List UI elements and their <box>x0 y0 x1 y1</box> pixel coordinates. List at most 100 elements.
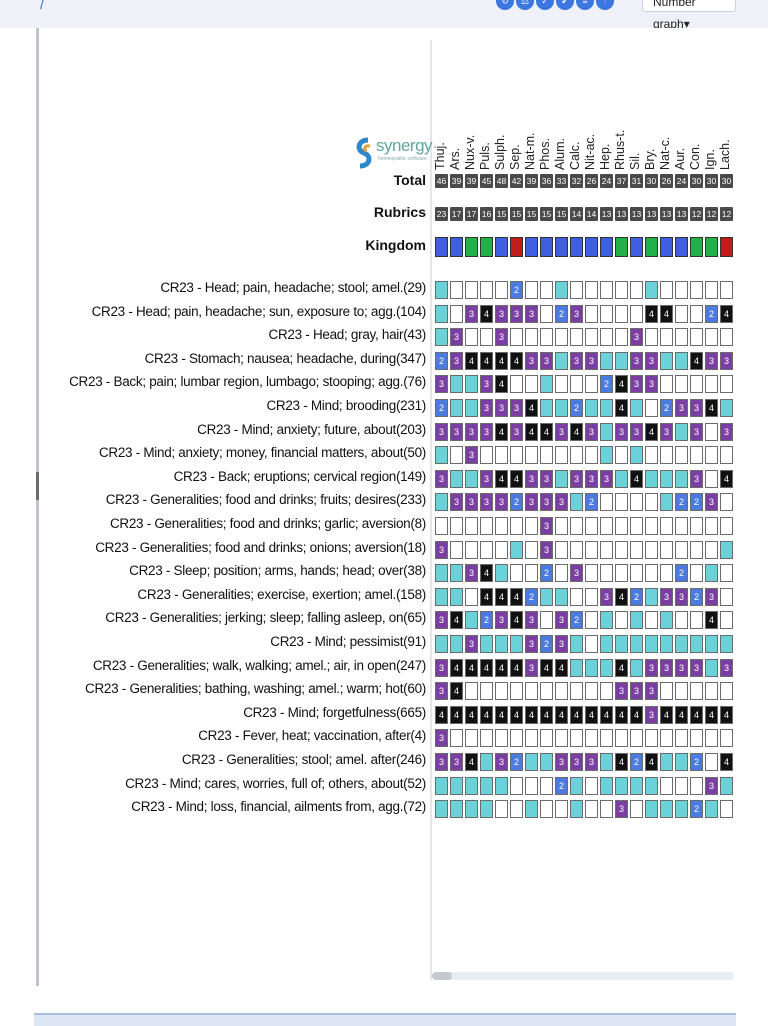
grade-cell[interactable] <box>705 658 718 677</box>
grade-cell[interactable] <box>570 540 583 559</box>
grade-cell[interactable] <box>450 281 463 299</box>
grade-cell[interactable]: 4 <box>705 705 718 724</box>
grade-cell[interactable]: 3 <box>720 351 733 370</box>
grade-cell[interactable]: 4 <box>510 587 523 606</box>
grade-cell[interactable]: 3 <box>480 375 493 394</box>
grade-cell[interactable]: 3 <box>705 493 718 512</box>
grade-cell[interactable]: 4 <box>720 304 733 323</box>
grade-cell[interactable] <box>450 540 463 559</box>
grade-cell[interactable] <box>600 635 613 653</box>
grade-cell[interactable]: 3 <box>555 753 568 771</box>
grade-cell[interactable] <box>645 328 658 347</box>
grade-cell[interactable]: 2 <box>555 776 568 795</box>
remedy-name[interactable]: Nux-v. <box>463 88 477 170</box>
grade-cell[interactable] <box>585 540 598 559</box>
grade-cell[interactable]: 3 <box>570 564 583 583</box>
grade-cell[interactable] <box>480 328 493 347</box>
grade-cell[interactable] <box>555 375 568 394</box>
grade-cell[interactable] <box>675 469 688 488</box>
grade-cell[interactable] <box>540 682 553 701</box>
grade-cell[interactable]: 3 <box>480 493 493 512</box>
grade-cell[interactable]: 3 <box>645 682 658 701</box>
grade-cell[interactable]: 3 <box>705 587 718 606</box>
grade-cell[interactable] <box>615 446 628 465</box>
grade-cell[interactable] <box>615 540 628 559</box>
grade-cell[interactable]: 4 <box>525 705 538 724</box>
grade-cell[interactable] <box>540 446 553 465</box>
grade-cell[interactable] <box>690 375 703 394</box>
remedy-name[interactable]: Sep. <box>508 88 522 170</box>
rubric-label[interactable]: CR23 - Mind; loss, financial, ailments f… <box>131 799 426 815</box>
grade-cell[interactable] <box>690 540 703 559</box>
grade-cell[interactable]: 4 <box>525 422 538 441</box>
grade-cell[interactable] <box>450 776 463 795</box>
grade-cell[interactable] <box>585 564 598 583</box>
grade-cell[interactable]: 2 <box>435 351 448 370</box>
grade-cell[interactable] <box>435 635 448 653</box>
grade-cell[interactable] <box>690 682 703 701</box>
grade-cell[interactable]: 4 <box>510 351 523 370</box>
grade-cell[interactable] <box>465 375 478 394</box>
grade-cell[interactable]: 3 <box>705 776 718 795</box>
grade-cell[interactable] <box>480 800 493 819</box>
grade-cell[interactable] <box>525 540 538 559</box>
grade-cell[interactable] <box>555 587 568 606</box>
grade-cell[interactable]: 3 <box>615 422 628 441</box>
grade-cell[interactable] <box>510 375 523 394</box>
grade-cell[interactable] <box>600 422 613 441</box>
grade-cell[interactable] <box>615 351 628 370</box>
grade-cell[interactable]: 3 <box>645 375 658 394</box>
grade-cell[interactable] <box>465 469 478 488</box>
grade-cell[interactable] <box>570 281 583 299</box>
grade-cell[interactable] <box>540 304 553 323</box>
grade-cell[interactable] <box>585 658 598 677</box>
grade-cell[interactable]: 4 <box>495 587 508 606</box>
grade-cell[interactable]: 3 <box>600 587 613 606</box>
grade-cell[interactable]: 4 <box>510 658 523 677</box>
grade-cell[interactable]: 2 <box>705 304 718 323</box>
remedy-name[interactable]: Nat-m. <box>523 88 537 171</box>
grade-cell[interactable]: 4 <box>480 351 493 370</box>
grade-cell[interactable] <box>435 564 448 583</box>
rubric-label[interactable]: CR23 - Head; gray, hair(43) <box>268 327 427 343</box>
grade-cell[interactable] <box>495 564 508 583</box>
grade-cell[interactable] <box>465 517 478 535</box>
grade-cell[interactable]: 3 <box>465 446 478 465</box>
grade-cell[interactable] <box>525 682 538 701</box>
grade-cell[interactable]: 4 <box>570 422 583 441</box>
grade-cell[interactable] <box>660 753 673 771</box>
grade-cell[interactable]: 3 <box>435 611 448 630</box>
grade-cell[interactable]: 4 <box>585 705 598 724</box>
grade-cell[interactable]: 4 <box>630 705 643 724</box>
grade-cell[interactable] <box>450 304 463 323</box>
grade-cell[interactable]: 3 <box>690 399 703 417</box>
grade-cell[interactable] <box>600 281 613 299</box>
grade-cell[interactable] <box>705 635 718 653</box>
grade-cell[interactable]: 2 <box>570 399 583 417</box>
grade-cell[interactable]: 3 <box>450 422 463 441</box>
grade-cell[interactable] <box>540 328 553 347</box>
grade-cell[interactable] <box>525 564 538 583</box>
grade-cell[interactable] <box>435 800 448 819</box>
grade-cell[interactable] <box>585 328 598 347</box>
grade-cell[interactable]: 3 <box>645 658 658 677</box>
rubric-label[interactable]: CR23 - Generalities; food and drinks; fr… <box>105 492 427 508</box>
grade-cell[interactable]: 3 <box>675 587 688 606</box>
grade-cell[interactable]: 4 <box>690 351 703 370</box>
grade-cell[interactable]: 3 <box>630 351 643 370</box>
grade-cell[interactable] <box>525 281 538 299</box>
grade-cell[interactable]: 3 <box>675 658 688 677</box>
grade-cell[interactable] <box>555 800 568 819</box>
grade-cell[interactable] <box>585 399 598 417</box>
grade-cell[interactable] <box>630 776 643 795</box>
grade-cell[interactable] <box>615 281 628 299</box>
rubric-label[interactable]: CR23 - Stomach; nausea; headache, during… <box>144 350 427 366</box>
grade-cell[interactable] <box>570 682 583 701</box>
grade-cell[interactable]: 3 <box>435 422 448 441</box>
grade-cell[interactable] <box>660 540 673 559</box>
grade-cell[interactable] <box>645 493 658 512</box>
grade-cell[interactable]: 4 <box>495 469 508 488</box>
grade-cell[interactable] <box>720 682 733 701</box>
grade-cell[interactable] <box>720 611 733 630</box>
grade-cell[interactable] <box>435 304 448 323</box>
